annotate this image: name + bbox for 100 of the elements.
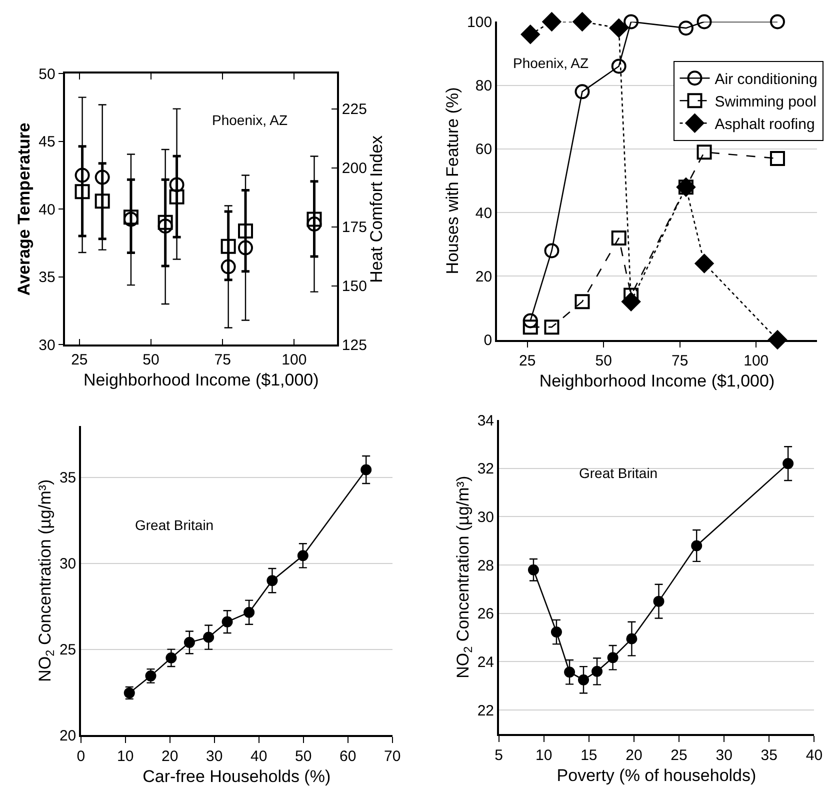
y-tick-label: 40 [38,201,56,218]
x-tick-label: 30 [206,748,223,765]
x-tick-label: 25 [71,351,88,368]
y-axis-title: Average Temperature [14,122,34,296]
point [611,58,626,74]
point [696,14,712,30]
y-tick-label: 20 [475,268,492,286]
y-tick-label: 30 [59,556,76,573]
y-tick-label: 40 [475,204,492,222]
x-tick-label: 50 [295,748,312,765]
legend-label: Asphalt roofing [714,116,815,133]
point [266,575,278,586]
y-tick-label: 34 [477,412,494,430]
y-tick-label: 30 [38,336,56,354]
point [544,320,560,335]
point [360,464,372,476]
point [520,24,540,44]
point [244,606,255,618]
point [306,212,322,227]
point [238,240,254,256]
y2-tick-label: 225 [342,101,367,118]
x-axis-title: Car-free Households (%) [142,766,331,786]
point [611,230,626,246]
point [607,652,618,664]
y-tick-label: 20 [59,727,76,744]
point [166,652,177,664]
y2-tick-label: 175 [342,219,367,236]
y-tick-label: 50 [38,66,56,83]
point [678,20,694,36]
y-tick-label: 0 [484,332,492,350]
y-tick-label: 25 [59,642,76,659]
point [94,194,110,209]
point [624,14,639,30]
point [222,616,233,628]
y2-tick-label: 200 [342,160,367,178]
point [696,144,712,160]
point [544,243,560,258]
x-tick-label: 50 [142,351,160,368]
x-axis-title: Poverty (% of households) [556,766,756,785]
point [574,294,590,310]
point [653,596,664,607]
point [74,184,90,200]
x-tick-label: 20 [162,748,178,765]
point [220,259,236,274]
x-tick-label: 25 [518,352,536,370]
point [574,84,590,100]
x-tick-label: 75 [214,351,231,368]
point [550,626,562,638]
y-tick-label: 24 [477,654,494,671]
x-tick-label: 50 [595,352,612,370]
point [522,320,538,335]
legend-label: Air conditioning [714,70,818,88]
x-tick-label: 60 [340,748,356,765]
point [158,214,173,230]
y-tick-label: 60 [475,141,492,158]
point [169,189,184,204]
y-tick-label: 35 [38,269,56,286]
annotation: Phoenix, AZ [212,112,288,128]
x-tick-label: 10 [536,746,552,764]
y-tick-label: 26 [477,606,494,623]
x-tick-label: 20 [626,746,642,764]
y-tick-label: 35 [59,470,76,487]
y2-tick-label: 150 [342,278,367,296]
annotation: Great Britain [135,517,214,533]
point [528,564,539,576]
annotation: Phoenix, AZ [513,55,589,71]
legend-label: Swimming pool [714,93,816,110]
point [297,550,308,562]
point [522,313,538,328]
point [626,633,638,644]
point [572,12,592,32]
x-tick-label: 40 [250,748,268,765]
x-tick-label: 75 [672,352,688,370]
point [74,168,90,183]
y-tick-label: 32 [477,460,494,478]
x-axis-title: Neighborhood Income ($1,000) [539,371,775,390]
x-tick-label: 70 [384,748,401,765]
point [220,238,236,254]
point [184,636,195,648]
y-tick-label: 28 [477,557,494,574]
y-tick-label: 100 [467,14,492,31]
point [622,292,641,312]
point [203,632,214,643]
x-tick-label: 15 [580,746,598,764]
y-axis-title: Houses with Feature (%) [443,87,462,274]
point [609,18,628,38]
point [238,224,254,239]
y-tick-label: 45 [38,134,56,151]
point [770,150,785,166]
point [592,666,603,677]
point [564,666,576,678]
x-tick-label: 25 [670,746,688,764]
point [94,170,110,185]
point [770,14,785,30]
x-tick-label: 30 [716,746,732,764]
y-tick-label: 80 [475,78,492,95]
point [542,12,562,32]
y2-axis-title: Heat Comfort Index [366,134,386,283]
y2-tick-label: 125 [342,336,367,354]
x-tick-label: 5 [494,746,503,764]
